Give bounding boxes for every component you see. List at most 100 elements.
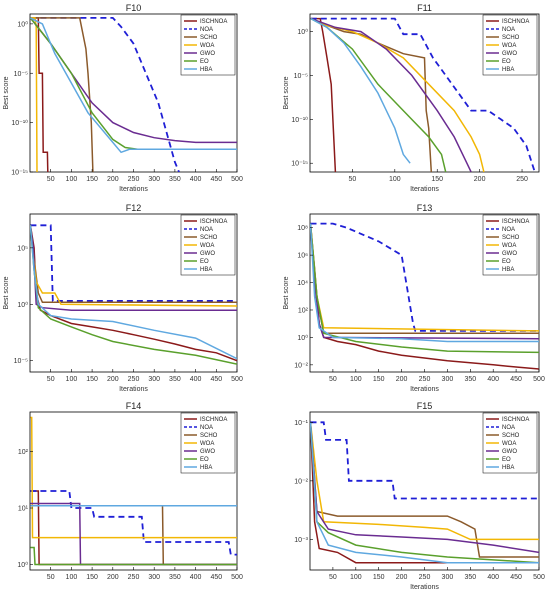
legend-label: ISCHNOA: [200, 19, 227, 25]
series-line-scho: [310, 422, 539, 558]
y-tick-label: 10⁻¹: [294, 420, 308, 427]
series-line-woa: [30, 416, 237, 539]
legend-label: EO: [200, 59, 209, 65]
legend-label: WOA: [200, 43, 214, 49]
legend-label: GWO: [200, 449, 215, 455]
x-tick-label: 350: [169, 176, 181, 183]
x-tick-label: 450: [210, 574, 222, 581]
x-tick-label: 500: [231, 574, 243, 581]
x-tick-label: 250: [128, 574, 140, 581]
y-tick-label: 10⁻⁵: [294, 73, 308, 80]
series-line-noa: [30, 17, 180, 172]
chart-panel-f15: 50 100 150 200 250 300 350 400 450 500 10⁻¹ 10⁻² 10⁻…: [294, 401, 545, 591]
legend-label: EO: [502, 59, 511, 65]
legend-label: HBA: [200, 67, 212, 73]
y-tick-label: 10⁻³: [294, 537, 308, 544]
legend-label: SCHO: [502, 35, 520, 41]
x-tick-label: 100: [350, 574, 362, 581]
series-line-hba: [310, 422, 539, 564]
legend-label: GWO: [200, 251, 215, 257]
series-line-gwo: [310, 422, 539, 554]
legend: ISCHNOA NOA SCHO WOA GWO EO HBA: [180, 14, 236, 76]
y-tick-label: 10⁰: [297, 334, 308, 342]
y-tick-label: 10⁻⁵: [14, 358, 28, 365]
legend-label: GWO: [502, 449, 517, 455]
y-tick-label: 10⁴: [297, 280, 308, 287]
x-tick-label: 50: [329, 574, 337, 581]
y-tick-label: 10⁻²: [294, 362, 308, 369]
y-axis-label: Best score: [3, 76, 10, 109]
legend-label: WOA: [200, 243, 214, 249]
series-line-ischnoa: [310, 422, 539, 564]
chart-title: F13: [417, 203, 433, 213]
legend-label: NOA: [200, 227, 213, 233]
chart-panel-f14: 50 100 150 200 250 300 350 400 450 500 10² 10¹ 10⁰ F1…: [17, 401, 243, 581]
x-tick-label: 250: [128, 376, 140, 383]
chart-panel-f13: 50 100 150 200 250 300 350 400 450 500 10⁸ 10⁶ 10⁴ 10…: [283, 203, 545, 393]
y-axis-label: Best score: [283, 276, 290, 309]
x-tick-label: 150: [86, 376, 98, 383]
x-tick-label: 150: [431, 176, 443, 183]
x-tick-label: 50: [329, 376, 337, 383]
legend-label: ISCHNOA: [200, 417, 227, 423]
x-tick-label: 150: [86, 176, 98, 183]
y-tick-label: 10⁻²: [294, 478, 308, 485]
legend-label: HBA: [502, 67, 514, 73]
y-tick-label: 10⁸: [297, 225, 308, 232]
legend-label: GWO: [502, 251, 517, 257]
legend-label: SCHO: [502, 433, 520, 439]
chart-title: F12: [126, 203, 142, 213]
series-line-scho: [30, 17, 94, 172]
legend-label: SCHO: [502, 235, 520, 241]
x-tick-label: 100: [66, 176, 78, 183]
legend: ISCHNOA NOA SCHO WOA GWO EO HBA: [482, 214, 538, 276]
x-tick-label: 200: [107, 574, 119, 581]
y-tick-label: 10⁻¹⁵: [11, 170, 28, 177]
x-tick-label: 450: [210, 376, 222, 383]
x-tick-label: 350: [169, 376, 181, 383]
y-tick-label: 10²: [298, 307, 309, 314]
x-tick-label: 300: [442, 574, 454, 581]
legend-label: SCHO: [200, 235, 218, 241]
series-line-hba: [310, 17, 411, 164]
x-tick-label: 150: [86, 574, 98, 581]
legend-label: WOA: [502, 441, 516, 447]
y-tick-label: 10⁰: [17, 561, 28, 569]
series-line-ischnoa: [310, 17, 337, 172]
x-tick-label: 50: [47, 176, 55, 183]
x-tick-label: 250: [128, 176, 140, 183]
chart-panel-f12: 50 100 150 200 250 300 350 400 450 500 10⁵ 10⁰ 10⁻⁵ F…: [3, 203, 243, 393]
x-tick-label: 500: [231, 176, 243, 183]
legend-label: EO: [200, 259, 209, 265]
legend-label: HBA: [502, 267, 514, 273]
legend-label: GWO: [200, 51, 215, 57]
series-line-noa: [310, 421, 539, 500]
legend-label: ISCHNOA: [502, 417, 529, 423]
legend-label: HBA: [502, 465, 514, 471]
x-tick-label: 500: [231, 376, 243, 383]
x-tick-label: 300: [148, 376, 160, 383]
series-line-scho: [310, 17, 433, 172]
x-tick-label: 250: [419, 376, 431, 383]
x-tick-label: 350: [464, 574, 476, 581]
x-tick-label: 200: [474, 176, 486, 183]
x-tick-label: 100: [66, 376, 78, 383]
legend-label: ISCHNOA: [200, 219, 227, 225]
x-tick-label: 200: [107, 176, 119, 183]
y-tick-label: 10⁰: [17, 301, 28, 309]
chart-title: F15: [417, 401, 433, 411]
x-tick-label: 100: [350, 376, 362, 383]
legend-label: HBA: [200, 267, 212, 273]
x-tick-label: 150: [373, 574, 385, 581]
chart-title: F11: [417, 3, 432, 13]
x-tick-label: 450: [210, 176, 222, 183]
y-tick-label: 10⁵: [17, 245, 28, 252]
legend-label: WOA: [200, 441, 214, 447]
series-line-noa: [30, 224, 237, 302]
legend: ISCHNOA NOA SCHO WOA GWO EO HBA: [482, 412, 538, 474]
x-tick-label: 100: [389, 176, 401, 183]
chart-title: F10: [126, 3, 142, 13]
x-axis-label: Iterations: [410, 584, 439, 591]
series-line-eo: [30, 546, 237, 566]
legend-label: NOA: [502, 27, 515, 33]
